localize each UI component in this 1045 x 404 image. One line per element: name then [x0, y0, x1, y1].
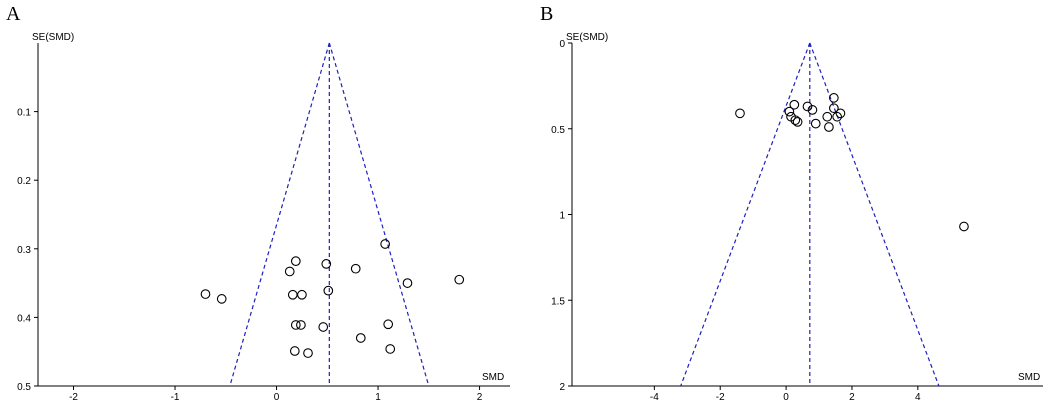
- panel-b-study-point: [828, 93, 839, 103]
- panel-a-x-tick-label: 0: [274, 392, 280, 403]
- panel-b-funnel-right-line: [809, 42, 940, 387]
- panel-a-study-point: [350, 263, 361, 274]
- panel-b-funnel-left-line: [680, 42, 811, 387]
- panel-a-x-axis-title: SMD: [482, 372, 504, 383]
- panel-a-label: A: [6, 3, 21, 25]
- panel-b-study-point: [824, 122, 834, 132]
- panel-b-x-tick-label: -4: [650, 392, 659, 403]
- panel-b-y-tick-label: 0: [559, 39, 565, 50]
- panel-a-x-ticks: -2 -1 0 1 2: [69, 386, 483, 403]
- panel-b-study-point: [807, 105, 818, 115]
- panel-b-study-point: [802, 101, 813, 112]
- panel-a-study-point: [200, 289, 211, 299]
- panel-a-study-point: [454, 274, 465, 285]
- panel-b-label: B: [540, 3, 553, 25]
- panel-a-study-point: [290, 256, 301, 266]
- panel-a-x-tick-label: 1: [375, 392, 381, 403]
- panel-a-study-point: [284, 266, 295, 277]
- panel-a-study-point: [383, 319, 394, 330]
- panel-a-study-point: [296, 320, 306, 330]
- panel-a-study-point: [402, 278, 413, 288]
- panel-a-funnel-left-line: [229, 42, 330, 387]
- panel-a-y-tick-label: 0.5: [17, 382, 31, 393]
- panel-b-x-tick-label: 2: [849, 392, 855, 403]
- panel-a-study-point: [303, 348, 313, 358]
- panel-b-y-tick-label: 2: [559, 382, 565, 393]
- panel-a-study-point: [289, 346, 300, 356]
- panel-b-study-point: [789, 99, 800, 110]
- panel-a-y-ticks: 0.1 0.2 0.3 0.4 0.5: [17, 108, 38, 393]
- panel-b-points: [735, 93, 969, 232]
- panel-a-study-point: [318, 322, 329, 332]
- panel-b: B SE(SMD) SMD -4 -2 0 2 4 0 0.5 1 1.5 2: [540, 3, 1043, 403]
- panel-a-y-axis-title: SE(SMD): [32, 32, 74, 43]
- panel-a-y-tick-label: 0.1: [17, 108, 31, 119]
- panel-b-study-point: [735, 108, 745, 119]
- panel-b-y-tick-label: 1: [559, 211, 565, 222]
- panel-b-funnel: [680, 42, 940, 387]
- panel-a-study-point: [380, 239, 390, 249]
- panel-a-study-point: [323, 285, 334, 296]
- panel-b-study-point: [810, 118, 821, 129]
- panel-a-study-point: [297, 289, 307, 300]
- panel-b-study-point: [790, 115, 801, 126]
- panel-a-x-tick-label: 2: [477, 392, 483, 403]
- panel-b-y-axis-title: SE(SMD): [566, 32, 608, 43]
- panel-b-x-ticks: -4 -2 0 2 4: [650, 386, 921, 403]
- panel-a-x-tick-label: -2: [69, 392, 78, 403]
- panel-a-funnel: [229, 42, 430, 387]
- panel-a-study-point: [355, 333, 366, 343]
- panel-a-funnel-right-line: [328, 42, 430, 387]
- panel-a: A SE(SMD) SMD -2 -1 0 1 2 0.1 0.2 0.3 0.4 0.5: [6, 3, 510, 403]
- panel-a-study-point: [385, 344, 396, 354]
- panel-a-study-point: [290, 320, 301, 330]
- panel-b-study-point: [959, 221, 969, 232]
- panel-b-study-point: [832, 111, 842, 122]
- panel-a-x-tick-label: -1: [171, 392, 180, 403]
- panel-b-study-point: [828, 103, 839, 114]
- panel-a-points: [200, 239, 465, 358]
- panel-b-x-tick-label: -2: [716, 392, 725, 403]
- panel-b-y-tick-label: 1.5: [551, 296, 565, 307]
- panel-b-study-point: [784, 106, 795, 117]
- panel-b-study-point: [822, 111, 833, 122]
- panel-b-y-ticks: 0 0.5 1 1.5 2: [551, 39, 572, 393]
- panel-b-x-tick-label: 4: [915, 392, 921, 403]
- panel-a-study-point: [321, 259, 332, 269]
- panel-b-study-point: [792, 117, 803, 127]
- panel-b-x-axis-title: SMD: [1018, 372, 1040, 383]
- panel-a-study-point: [216, 294, 227, 304]
- panel-b-x-tick-label: 0: [783, 392, 789, 403]
- panel-a-y-tick-label: 0.2: [17, 176, 31, 187]
- panel-a-y-tick-label: 0.3: [17, 245, 31, 256]
- panel-a-study-point: [287, 289, 298, 300]
- panel-a-y-tick-label: 0.4: [17, 313, 31, 324]
- panel-b-study-point: [835, 108, 846, 119]
- panel-b-y-tick-label: 0.5: [551, 125, 565, 136]
